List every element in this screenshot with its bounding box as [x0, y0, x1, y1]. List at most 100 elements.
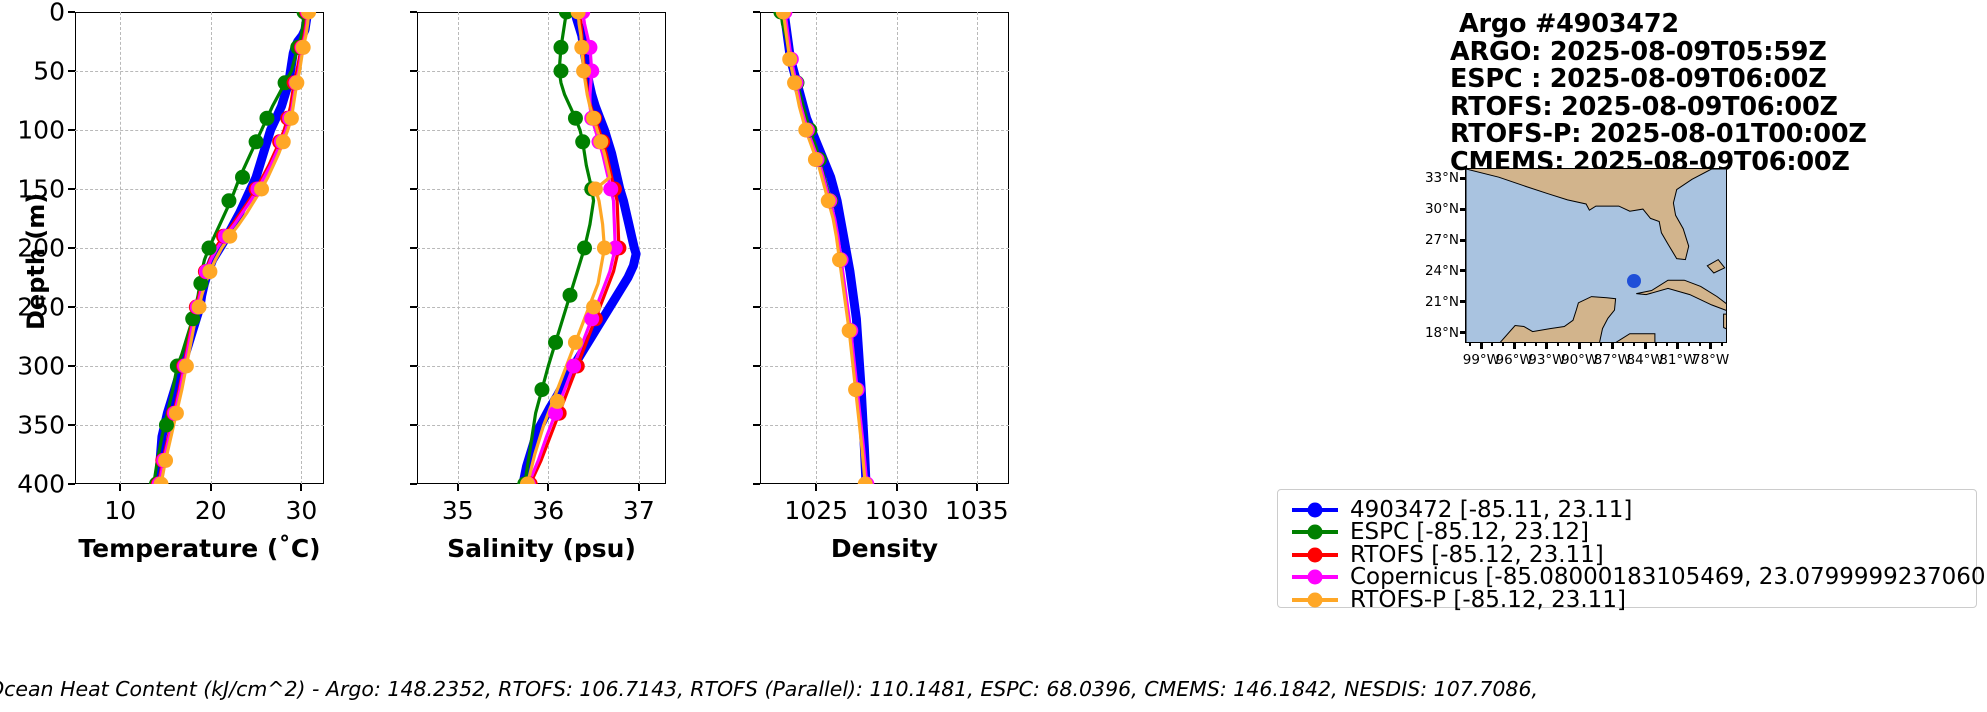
argo-float-marker [1627, 274, 1641, 289]
y-tick-mark [410, 424, 417, 426]
map-lon-tick-label: 93°W [1528, 352, 1566, 368]
map-lon-minor-tick [1709, 343, 1712, 346]
map-lon-minor-tick [1611, 343, 1614, 346]
series-marker [158, 417, 174, 433]
series-marker [517, 476, 533, 484]
series-marker [158, 452, 174, 468]
series-marker [849, 382, 865, 398]
gridline-horizontal [760, 425, 1009, 426]
y-tick-mark [753, 483, 760, 485]
map-lon-minor-tick [1655, 343, 1658, 346]
y-tick-mark [410, 483, 417, 485]
ocean-heat-content-caption: Ocean Heat Content (kJ/cm^2) - Argo: 148… [0, 677, 1539, 701]
land-cuba [1636, 279, 1726, 311]
legend-box: 4903472 [-85.11, 23.11] ESPC [-85.12, 23.… [1277, 489, 1987, 613]
series-marker [858, 476, 874, 484]
legend-line-swatch [1292, 524, 1338, 540]
legend-item[interactable]: RTOFS-P [-85.12, 23.11] [1292, 586, 1626, 614]
legend-line-swatch [1292, 502, 1338, 518]
land-hispaniola [1723, 313, 1726, 330]
legend-marker-dot [1307, 569, 1323, 585]
legend-item[interactable]: Copernicus [-85.08000183105469, 23.07999… [1292, 563, 1987, 591]
legend-item[interactable]: RTOFS [-85.12, 23.11] [1292, 541, 1604, 569]
map-lon-minor-tick [1556, 343, 1559, 346]
map-lon-tick-mark [1512, 343, 1516, 349]
legend-line-swatch [1292, 592, 1338, 608]
map-lon-minor-tick [1633, 343, 1636, 346]
map-lon-tick-label: 78°W [1691, 352, 1730, 368]
inset-map: 33°N 30°N 27°N 24°N 21°N 18°N 99°W 96°W 93°W 90°W… [1424, 168, 1730, 368]
x-tick-mark [300, 484, 303, 491]
map-lat-tick-label: 27°N [1424, 232, 1459, 249]
map-lon-tick-mark [1578, 343, 1582, 349]
map-lon-tick-mark [1709, 343, 1713, 349]
x-tick-label: 20 [194, 496, 227, 525]
series-marker [858, 476, 874, 484]
gridline-horizontal [417, 425, 666, 426]
x-tick-label: 37 [622, 496, 655, 525]
map-lat-tick-mark [1460, 176, 1465, 180]
x-tick-label: 1030 [864, 496, 929, 525]
map-lon-tick-mark [1479, 343, 1483, 349]
map-lon-minor-tick [1622, 343, 1625, 346]
map-lon-minor-tick [1676, 343, 1679, 346]
map-lon-minor-tick [1567, 343, 1570, 346]
y-tick-mark [68, 483, 75, 485]
map-lon-tick-mark [1643, 343, 1647, 349]
legend-label: RTOFS-P [-85.12, 23.11] [1350, 586, 1626, 613]
legend-marker-dot [1307, 502, 1323, 518]
legend-marker-dot [1307, 547, 1323, 563]
map-lon-minor-tick [1513, 343, 1516, 346]
map-lon-tick-label: 81°W [1659, 352, 1697, 368]
series-marker [520, 476, 536, 484]
argo-id-title: Argo #4903472 [1459, 9, 1679, 39]
map-lon-minor-tick [1687, 343, 1690, 346]
map-lon-minor-tick [1665, 343, 1668, 346]
series-marker [857, 476, 873, 484]
map-lon-minor-tick [1545, 343, 1548, 346]
series-marker [150, 476, 166, 484]
map-lon-minor-tick [1491, 343, 1494, 346]
series-marker [151, 476, 167, 484]
x-tick-label: 30 [285, 496, 318, 525]
header-timestamp-line: RTOFS-P: 2025-08-01T00:00Z [1450, 119, 1867, 149]
map-lon-tick-mark [1545, 343, 1549, 349]
x-tick-label: 10 [104, 496, 137, 525]
series-marker [156, 452, 172, 468]
series-marker [167, 405, 183, 421]
legend-marker-dot [1307, 592, 1323, 608]
map-lat-tick-label: 33°N [1424, 170, 1459, 187]
series-marker [522, 476, 538, 484]
x-tick-label: 35 [441, 496, 474, 525]
y-tick-label: 400 [17, 469, 65, 499]
y-tick-mark [753, 424, 760, 426]
map-lon-minor-tick [1600, 343, 1603, 346]
map-lon-tick-label: 96°W [1495, 352, 1533, 368]
legend-label: ESPC [-85.12, 23.12] [1350, 519, 1589, 546]
x-tick-mark [119, 484, 122, 491]
series-marker [155, 452, 171, 468]
series-marker [848, 382, 864, 398]
header-timestamp-line: RTOFS: 2025-08-09T06:00Z [1450, 91, 1838, 122]
legend-line-swatch [1292, 569, 1338, 585]
legend-item[interactable]: ESPC [-85.12, 23.12] [1292, 518, 1589, 546]
series-marker [848, 382, 864, 398]
map-lon-minor-tick [1698, 343, 1701, 346]
map-lon-tick-label: 84°W [1626, 352, 1664, 368]
map-lat-tick-label: 18°N [1424, 324, 1459, 341]
map-lon-tick-mark [1610, 343, 1614, 349]
map-lon-minor-tick [1644, 343, 1647, 346]
map-lon-minor-tick [1502, 343, 1505, 346]
map-lon-tick-label: 87°W [1593, 352, 1632, 368]
series-marker [168, 405, 184, 421]
series-marker [551, 405, 567, 421]
map-plot-area [1465, 168, 1727, 343]
map-lon-minor-tick [1480, 343, 1483, 346]
legend-label: Copernicus [-85.08000183105469, 23.07999… [1350, 564, 1987, 591]
legend-label: 4903472 [-85.11, 23.11] [1350, 497, 1633, 523]
legend-item[interactable]: 4903472 [-85.11, 23.11] [1292, 496, 1632, 524]
gridline-horizontal [75, 425, 324, 426]
x-tick-mark [456, 484, 459, 491]
map-lon-tick-mark [1676, 343, 1680, 349]
land-honduras [1615, 333, 1656, 342]
